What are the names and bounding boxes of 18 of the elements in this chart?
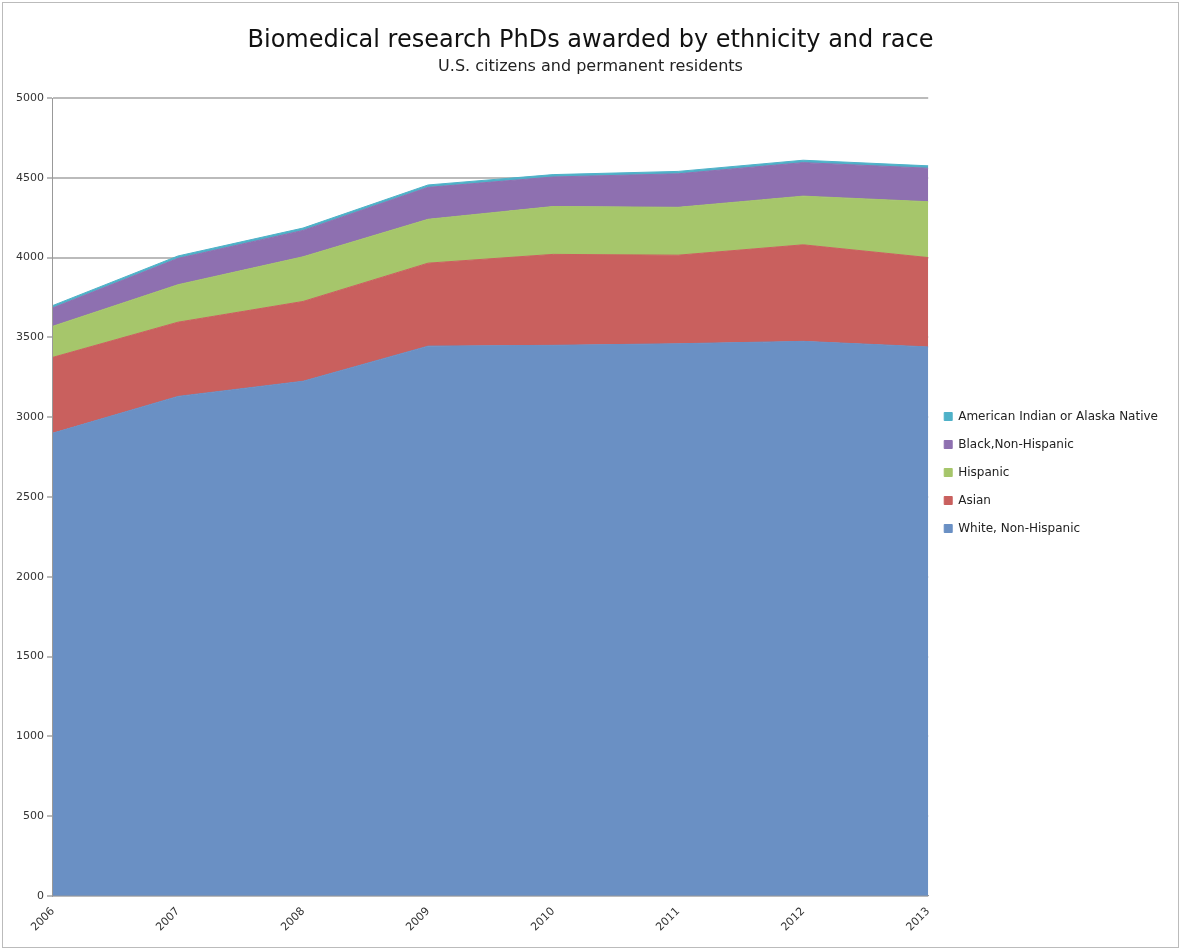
y-tick-label: 4000 xyxy=(15,250,44,264)
y-tick-label: 2500 xyxy=(15,489,44,503)
y-tick-label: 5000 xyxy=(15,90,44,104)
y-tick-label: 500 xyxy=(22,808,44,822)
y-tick-label: 1500 xyxy=(15,649,44,663)
y-tick-label: 3500 xyxy=(15,330,44,344)
y-tick-label: 3000 xyxy=(15,410,44,424)
legend-label: Black,Non-Hispanic xyxy=(958,436,1074,451)
legend-label: Hispanic xyxy=(958,464,1010,479)
y-tick-label: 0 xyxy=(36,888,44,902)
legend-label: American Indian or Alaska Native xyxy=(958,408,1159,423)
y-tick-label: 1000 xyxy=(15,729,44,743)
legend-label: Asian xyxy=(958,492,991,507)
chart-subtitle: U.S. citizens and permanent residents xyxy=(438,55,743,75)
y-tick-label: 2000 xyxy=(15,569,44,583)
y-tick-label: 4500 xyxy=(15,170,44,184)
legend-label: White, Non-Hispanic xyxy=(958,520,1081,535)
chart-title: Biomedical research PhDs awarded by ethnicity and race xyxy=(247,24,934,53)
